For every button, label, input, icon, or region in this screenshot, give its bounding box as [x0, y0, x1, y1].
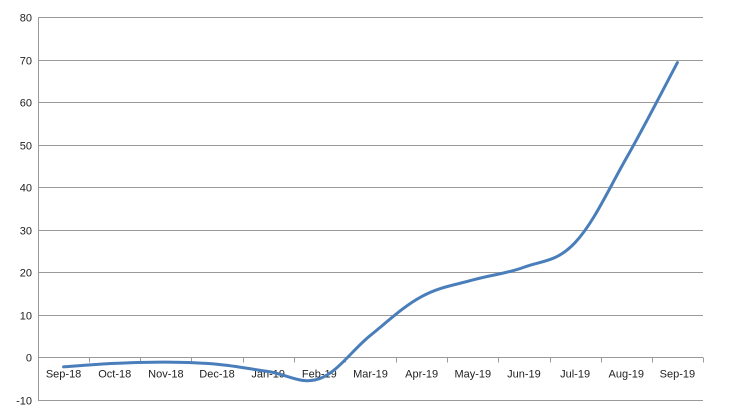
y-tick-label: 0 — [26, 353, 32, 365]
y-tick-label: 40 — [20, 183, 32, 195]
x-tick-label: Apr-19 — [405, 369, 438, 381]
x-tick-label: Jul-19 — [560, 369, 590, 381]
y-tick-label: 20 — [20, 268, 32, 280]
axes — [38, 17, 704, 400]
data-point-Jun-19 — [522, 266, 525, 269]
data-point-Jul-19 — [574, 241, 577, 244]
data-point-Apr-19 — [420, 295, 423, 298]
data-point-Nov-18 — [164, 361, 167, 364]
x-tick-label: Oct-18 — [98, 369, 131, 381]
series-layer — [62, 61, 679, 383]
x-tick-label: Dec-18 — [199, 369, 234, 381]
data-point-Oct-18 — [113, 362, 116, 365]
data-point-Mar-19 — [369, 334, 372, 337]
gridlines — [38, 17, 703, 401]
data-point-Jan-19 — [267, 370, 270, 373]
x-tick-label: Aug-19 — [609, 369, 644, 381]
x-tick-label: Sep-19 — [660, 369, 695, 381]
data-point-Dec-18 — [216, 363, 219, 366]
y-tick-label: 80 — [20, 13, 32, 25]
y-tick-label: 70 — [20, 56, 32, 68]
y-tick-label: 10 — [20, 311, 32, 323]
x-tick-label: May-19 — [454, 369, 491, 381]
x-axis-tick-labels: Sep-18 Oct-18 Nov-18 Dec-18 Jan-19 Feb-19 Mar-… — [46, 369, 695, 381]
data-point-Sep-19 — [676, 61, 679, 64]
series-line-0 — [62, 61, 679, 383]
x-tick-label: Feb-19 — [302, 369, 337, 381]
y-axis-tick-labels: -10 0 10 20 30 40 50 60 70 80 — [16, 13, 32, 408]
x-tick-label: Mar-19 — [353, 369, 388, 381]
y-tick-label: 30 — [20, 226, 32, 238]
data-point-Aug-19 — [625, 157, 628, 160]
x-tick-label: Sep-18 — [46, 369, 81, 381]
data-point-Feb-19 — [318, 377, 321, 380]
y-tick-label: -10 — [16, 396, 32, 408]
data-point-Sep-18 — [62, 365, 65, 368]
y-tick-label: 60 — [20, 98, 32, 110]
x-tick-label: Jun-19 — [507, 369, 541, 381]
y-tick-label: 50 — [20, 141, 32, 153]
x-tick-label: Nov-18 — [148, 369, 183, 381]
data-point-May-19 — [471, 278, 474, 281]
